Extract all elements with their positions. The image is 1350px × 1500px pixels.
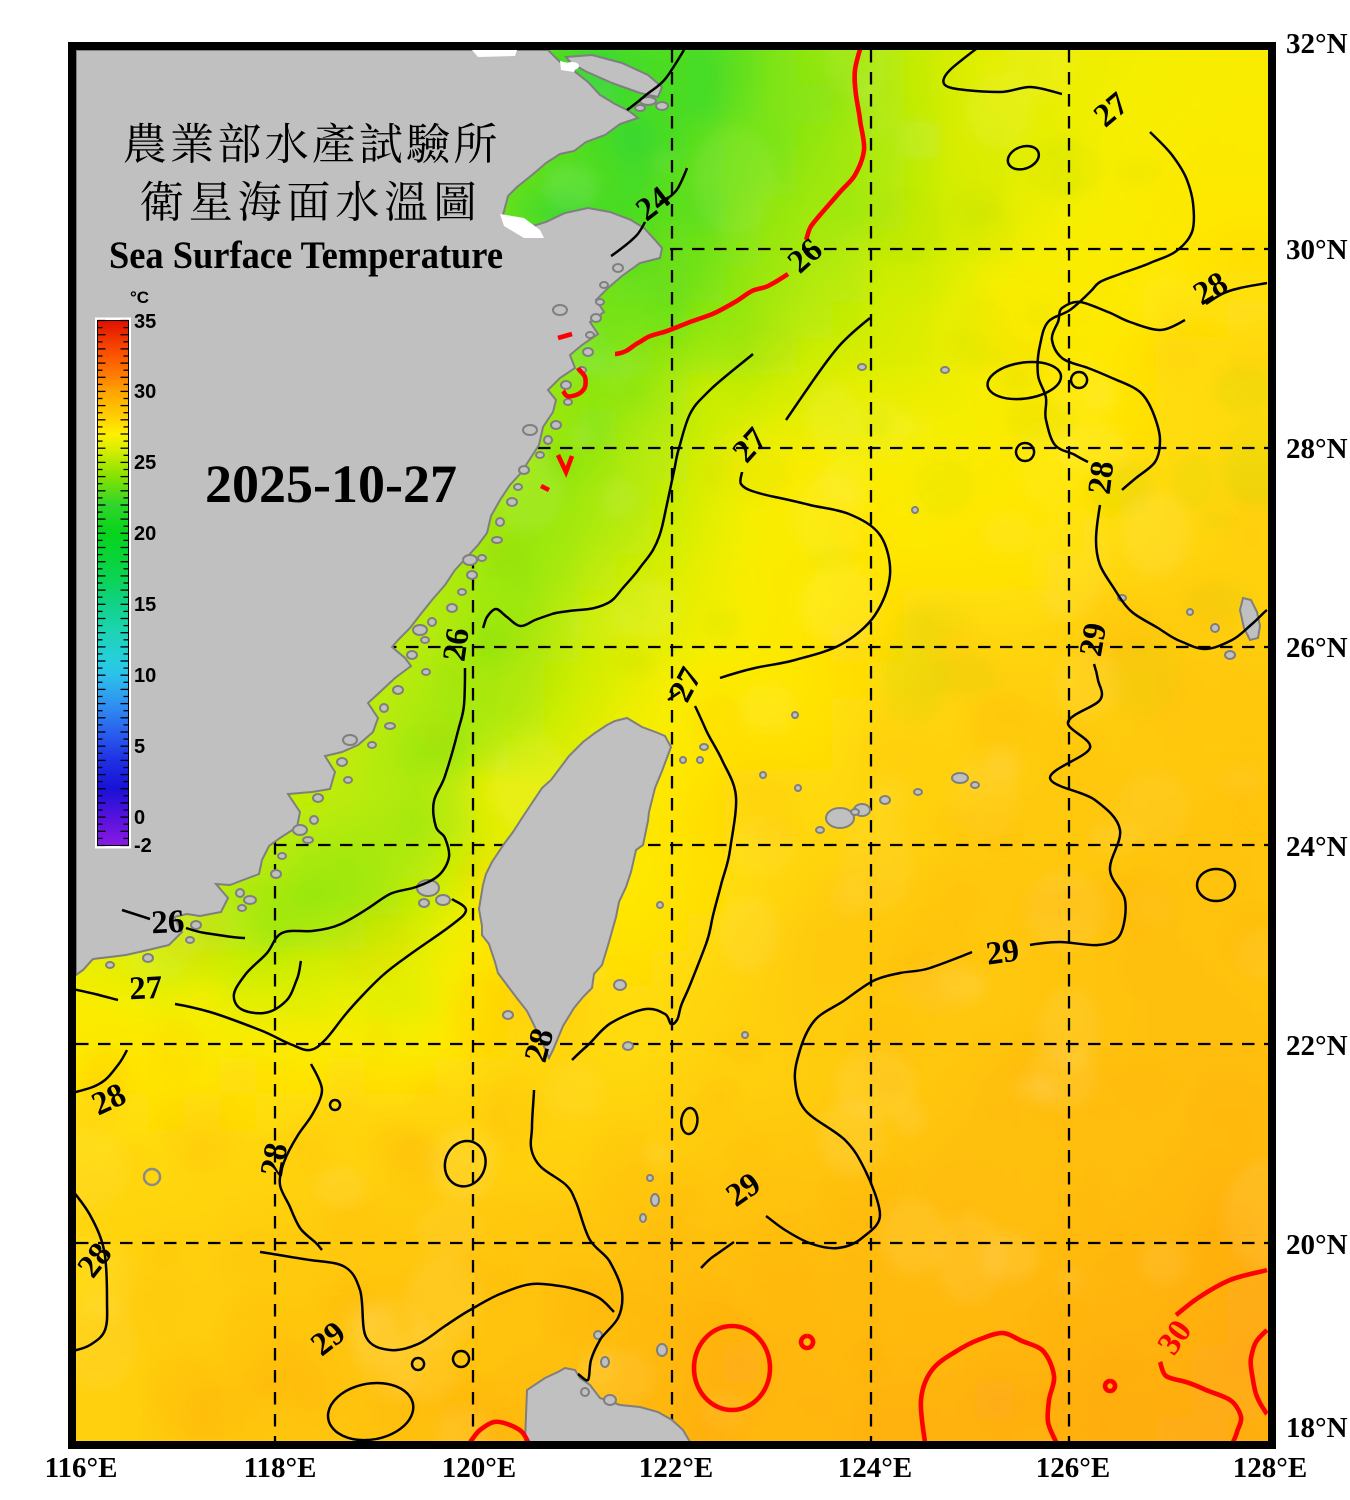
svg-text:15: 15	[134, 594, 156, 616]
svg-text:10: 10	[134, 665, 156, 687]
svg-text:128°E: 128°E	[1233, 1452, 1307, 1484]
svg-text:27: 27	[128, 970, 163, 1008]
svg-text:122°E: 122°E	[639, 1452, 713, 1484]
svg-text:116°E: 116°E	[45, 1452, 118, 1484]
svg-text:2025-10-27: 2025-10-27	[205, 454, 457, 514]
svg-text:5: 5	[134, 736, 145, 758]
svg-text:0: 0	[134, 807, 145, 829]
svg-text:118°E: 118°E	[244, 1452, 317, 1484]
svg-text:28°N: 28°N	[1286, 433, 1348, 465]
svg-text:22°N: 22°N	[1286, 1030, 1348, 1062]
svg-text:30°N: 30°N	[1286, 234, 1348, 266]
svg-text:26: 26	[150, 904, 185, 942]
svg-text:120°E: 120°E	[442, 1452, 516, 1484]
svg-text:29: 29	[984, 932, 1022, 972]
svg-text:-2: -2	[134, 835, 152, 857]
svg-text:26: 26	[436, 626, 476, 664]
svg-text:126°E: 126°E	[1036, 1452, 1110, 1484]
svg-text:25: 25	[134, 452, 156, 474]
svg-text:28: 28	[254, 1140, 295, 1179]
svg-text:35: 35	[134, 311, 156, 333]
svg-text:18°N: 18°N	[1286, 1412, 1348, 1444]
svg-text:26°N: 26°N	[1286, 632, 1348, 664]
svg-text:24°N: 24°N	[1286, 831, 1348, 863]
svg-text:°C: °C	[130, 288, 149, 307]
svg-text:30: 30	[134, 381, 156, 403]
svg-text:28: 28	[1082, 459, 1122, 496]
svg-text:124°E: 124°E	[838, 1452, 912, 1484]
svg-text:20: 20	[134, 523, 156, 545]
svg-text:20°N: 20°N	[1286, 1229, 1348, 1261]
svg-text:Sea Surface Temperature: Sea Surface Temperature	[109, 234, 503, 277]
svg-text:32°N: 32°N	[1286, 28, 1348, 60]
svg-text:29: 29	[1073, 620, 1114, 659]
